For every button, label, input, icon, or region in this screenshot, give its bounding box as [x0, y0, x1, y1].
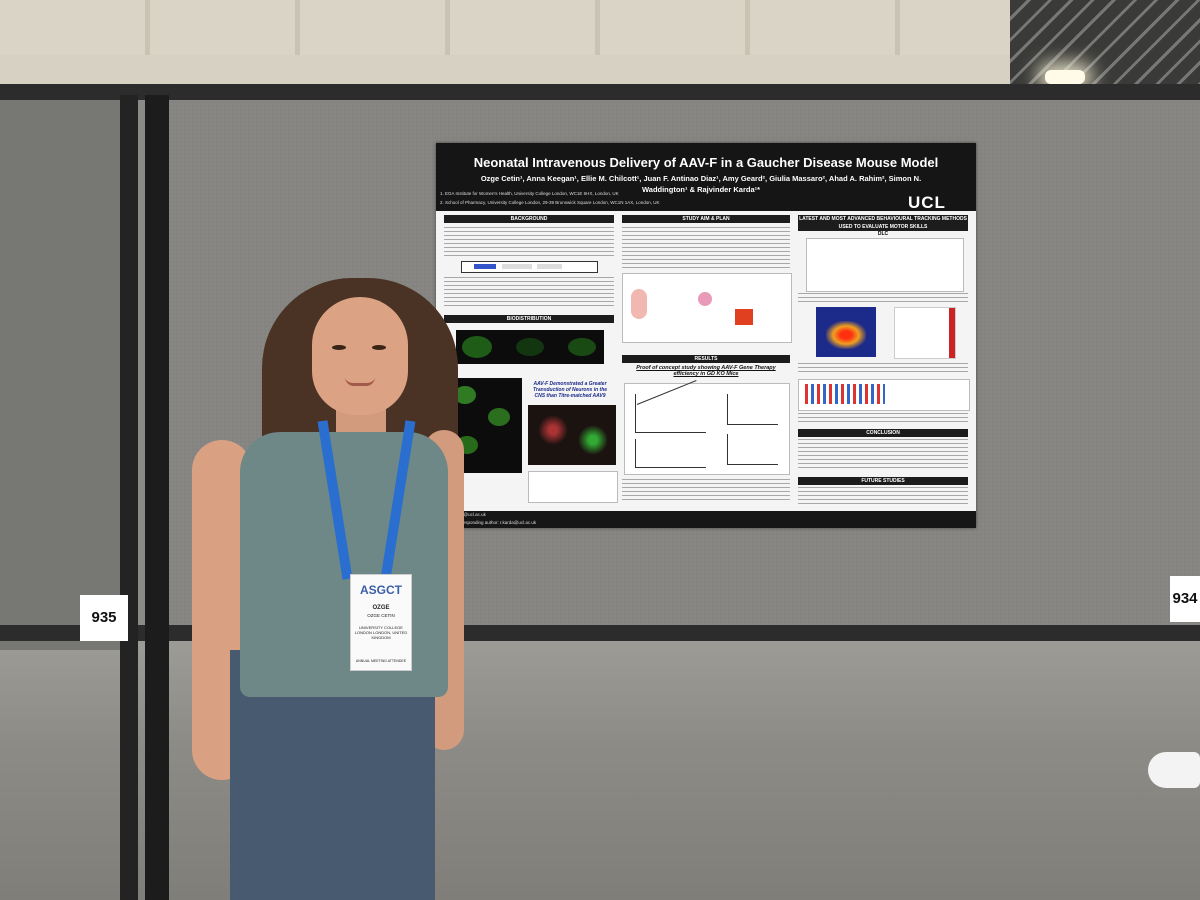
- poster-affiliation: 2. School of Pharmacy, University Colleg…: [440, 200, 660, 205]
- body-text: [798, 293, 968, 305]
- section-heading: RESULTS: [622, 355, 790, 363]
- floor: [0, 640, 1200, 900]
- section-heading: FUTURE STUDIES: [798, 477, 968, 485]
- booth-number-tag: 934: [1170, 576, 1200, 622]
- vector-diagram: [461, 261, 598, 273]
- heatmap-image: [894, 307, 956, 359]
- panel-pole: [145, 95, 169, 900]
- poster-footer: cetin@ucl.ac.uk Corresponding author: r.…: [436, 511, 976, 528]
- body-text: [798, 439, 968, 471]
- booth-number-tag: 935: [80, 595, 128, 641]
- contact-email: cetin@ucl.ac.uk: [454, 512, 486, 517]
- pipeline-diagram: [798, 379, 970, 411]
- ceiling: [0, 0, 1200, 60]
- face: [312, 297, 408, 415]
- panel-top-rail: [0, 84, 1200, 100]
- research-poster: Neonatal Intravenous Delivery of AAV-F i…: [436, 143, 976, 528]
- ceiling-truss: [1010, 0, 1200, 95]
- badge-organization: UNIVERSITY COLLEGE LONDON LONDON, UNITED…: [354, 625, 408, 640]
- mouse-tracking-images: [806, 238, 964, 292]
- poster-title: Neonatal Intravenous Delivery of AAV-F i…: [473, 155, 939, 170]
- panel-pole: [120, 95, 138, 900]
- microscopy-image: [528, 405, 616, 465]
- body-text: [622, 479, 790, 503]
- poster-header: Neonatal Intravenous Delivery of AAV-F i…: [436, 143, 976, 212]
- poster-authors: Ozge Cetin¹, Anna Keegan¹, Ellie M. Chil…: [480, 174, 922, 194]
- section-heading: BACKGROUND: [444, 215, 614, 223]
- section-heading: LATEST AND MOST ADVANCED BEHAVIOURAL TRA…: [798, 215, 968, 231]
- results-heading: Proof of concept study showing AAV-F Gen…: [636, 365, 776, 377]
- section-heading: BIODISTRIBUTION: [444, 315, 614, 323]
- panel-bottom-rail: [0, 625, 1200, 641]
- section-heading: STUDY AIM & PLAN: [622, 215, 790, 223]
- corresponding-author: Corresponding author: r.karda@ucl.ac.uk: [454, 520, 537, 525]
- subsection-heading: DLC: [877, 231, 889, 237]
- body-text: [798, 413, 968, 425]
- badge-logo: ASGCT: [360, 583, 402, 597]
- body-text: [444, 277, 614, 307]
- body-text: [798, 487, 968, 505]
- heatmap-image: [816, 307, 876, 357]
- ceiling-light: [1045, 70, 1085, 84]
- badge-full-name: OZGE CETIN: [367, 613, 395, 618]
- section-heading: CONCLUSION: [798, 429, 968, 437]
- name-badge: ASGCT OZGE OZGE CETIN UNIVERSITY COLLEGE…: [350, 574, 412, 671]
- badge-role: ANNUAL MEETING ATTENDEE: [355, 659, 407, 663]
- ucl-logo: UCL: [908, 193, 946, 212]
- microscopy-image: [456, 330, 604, 364]
- display-panel-left: [0, 98, 130, 650]
- body-text: [444, 227, 614, 259]
- figure-caption-heading: AAV-F Demonstrated a Greater Transductio…: [532, 381, 608, 399]
- results-graphs: [624, 380, 790, 475]
- poster-affiliation: 1. EGA Institute for Women's Health, Uni…: [440, 191, 619, 196]
- bar-chart-figure: [528, 471, 618, 503]
- body-text: [622, 227, 790, 269]
- sneaker: [1148, 752, 1200, 788]
- badge-name: OZGE: [372, 605, 390, 611]
- study-plan-diagram: [622, 273, 792, 343]
- body-text: [798, 363, 968, 375]
